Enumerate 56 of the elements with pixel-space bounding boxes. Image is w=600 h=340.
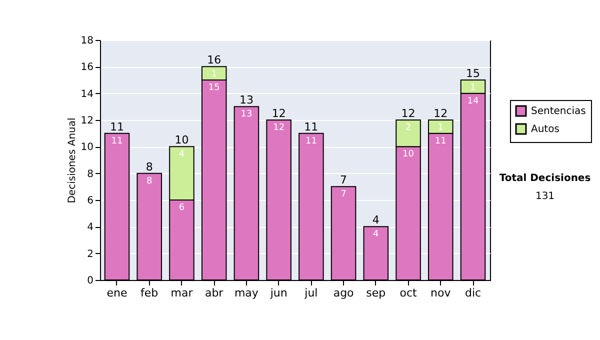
text: 131 bbox=[535, 191, 555, 202]
total-label: 7 bbox=[340, 174, 348, 187]
data-label: 12 bbox=[273, 123, 285, 133]
total-label: 15 bbox=[466, 67, 480, 80]
data-label: 8 bbox=[146, 176, 152, 186]
data-label: 15 bbox=[208, 83, 220, 93]
y-tick-label: 4 bbox=[87, 222, 94, 234]
total-label: 4 bbox=[372, 214, 380, 227]
total-label: 12 bbox=[401, 107, 416, 120]
y-tick-label: 6 bbox=[87, 196, 94, 206]
data-label: 2 bbox=[405, 123, 412, 133]
data-label: 11 bbox=[305, 136, 317, 146]
x-tick-label: may bbox=[234, 286, 259, 300]
x-tick-label: dic bbox=[464, 286, 482, 300]
x-tick-label: oct bbox=[400, 286, 418, 300]
x-tick-label: nov bbox=[430, 286, 452, 300]
y-tick-label: 8 bbox=[87, 168, 94, 180]
total-label: 12 bbox=[434, 107, 448, 120]
data-label: 7 bbox=[340, 190, 346, 200]
x-tick-label: feb bbox=[140, 286, 158, 300]
data-label: 1 bbox=[438, 123, 444, 133]
x-tick-label: sep bbox=[366, 286, 386, 300]
data-label: 4 bbox=[373, 230, 380, 240]
x-tick-label: ago bbox=[333, 286, 354, 300]
total-label: 8 bbox=[146, 160, 153, 174]
x-tick-label: abr bbox=[204, 286, 224, 300]
data-label: 6 bbox=[178, 203, 185, 213]
data-label: 1 bbox=[470, 83, 476, 93]
total-label: 13 bbox=[239, 94, 254, 107]
total-label: 12 bbox=[272, 107, 286, 120]
total-label: 11 bbox=[110, 120, 124, 134]
y-tick-label: 12 bbox=[80, 116, 94, 126]
y-tick-label: 2 bbox=[87, 248, 94, 260]
data-label: 13 bbox=[240, 110, 252, 120]
data-label: 1 bbox=[211, 70, 217, 80]
data-label: 11 bbox=[434, 136, 446, 146]
data-label: 10 bbox=[402, 150, 414, 160]
data-label: 14 bbox=[467, 96, 480, 106]
text: Total Decisiones bbox=[499, 173, 591, 184]
y-tick-label: 16 bbox=[80, 62, 94, 74]
x-tick-label: mar bbox=[170, 286, 194, 300]
data-label: 4 bbox=[178, 150, 185, 160]
total-label: 16 bbox=[207, 54, 222, 67]
legend-label: Autos bbox=[531, 124, 560, 135]
y-tick-label: 14 bbox=[80, 88, 94, 100]
y-axis-title: Decisiones Anual bbox=[66, 118, 78, 204]
x-tick-label: jul bbox=[304, 286, 318, 300]
x-tick-label: ene bbox=[106, 286, 128, 300]
legend-label: Sentencias bbox=[531, 106, 586, 117]
y-tick-label: 0 bbox=[87, 276, 94, 286]
total-label: 10 bbox=[174, 134, 189, 147]
data-label: 11 bbox=[111, 136, 123, 146]
y-tick-label: 10 bbox=[80, 142, 94, 154]
x-tick-label: jun bbox=[269, 286, 288, 300]
total-label: 11 bbox=[304, 120, 318, 134]
y-tick-label: 18 bbox=[80, 36, 94, 46]
